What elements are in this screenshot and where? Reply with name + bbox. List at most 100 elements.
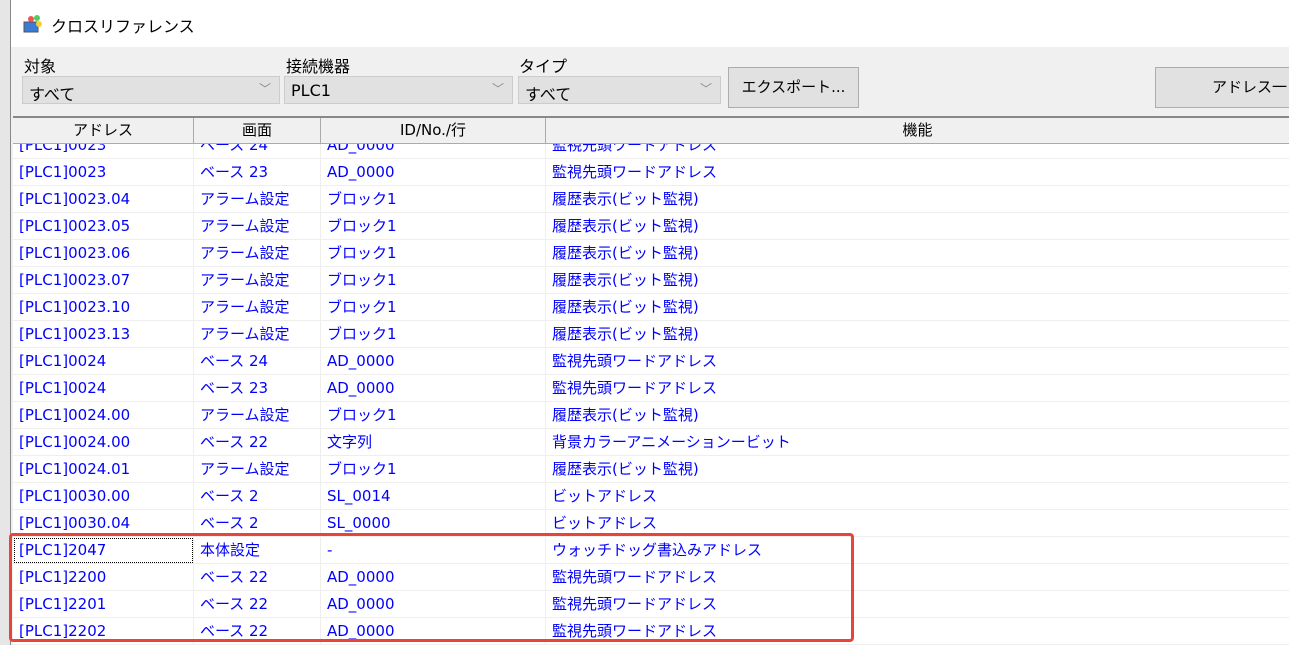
table-cell: [PLC1]0023.06 [13, 240, 194, 267]
table-cell: [PLC1]0023.05 [13, 213, 194, 240]
table-cell: [PLC1]0023 [13, 159, 194, 186]
device-select[interactable]: PLC1 ﹀ [284, 76, 513, 104]
table-cell: アラーム設定 [194, 294, 321, 321]
table-row[interactable]: [PLC1]2200 ベース 22 AD_0000 監視先頭ワードアドレス [13, 564, 1289, 591]
table-row[interactable]: [PLC1]0023.05 アラーム設定 ブロック1 履歴表示(ビット監視) [13, 213, 1289, 240]
table-row[interactable]: [PLC1]0024.00 ベース 22 文字列 背景カラーアニメーションービット [13, 429, 1289, 456]
export-button[interactable]: エクスポート... [728, 67, 859, 108]
table-cell: [PLC1]0023.13 [13, 321, 194, 348]
table-cell: 監視先頭ワードアドレス [546, 159, 1289, 186]
table-cell: 履歴表示(ビット監視) [546, 294, 1289, 321]
table-cell: AD_0000 [321, 618, 546, 645]
chevron-down-icon: ﹀ [699, 82, 712, 96]
table-cell: [PLC1]0023.07 [13, 267, 194, 294]
table-cell: 履歴表示(ビット監視) [546, 267, 1289, 294]
column-header[interactable]: 機能 [546, 118, 1289, 144]
type-select[interactable]: すべて ﹀ [518, 76, 721, 104]
column-header[interactable]: 画面 [194, 118, 321, 144]
table-cell: ベース 2 [194, 483, 321, 510]
table-cell: 本体設定 [194, 537, 321, 564]
table-cell: 背景カラーアニメーションービット [546, 429, 1289, 456]
table-cell: ベース 2 [194, 510, 321, 537]
table-row[interactable]: [PLC1]0030.00 ベース 2 SL_0014 ビットアドレス [13, 483, 1289, 510]
app-icon [23, 15, 42, 33]
address-sort-button[interactable]: アドレス一 [1155, 67, 1289, 108]
column-header[interactable]: アドレス [13, 118, 194, 144]
chevron-down-icon: ﹀ [258, 82, 271, 96]
table-cell: AD_0000 [321, 564, 546, 591]
table-cell: [PLC1]0023.10 [13, 294, 194, 321]
table-cell: [PLC1]0030.04 [13, 510, 194, 537]
window-title: クロスリファレンス [51, 17, 195, 36]
device-value: PLC1 [291, 81, 331, 100]
table-cell: - [321, 537, 546, 564]
table-row[interactable]: [PLC1]0024.00 アラーム設定 ブロック1 履歴表示(ビット監視) [13, 402, 1289, 429]
target-select[interactable]: すべて ﹀ [22, 76, 280, 104]
table-cell: SL_0000 [321, 510, 546, 537]
table-row[interactable]: [PLC1]0023.06 アラーム設定 ブロック1 履歴表示(ビット監視) [13, 240, 1289, 267]
table-cell: アラーム設定 [194, 267, 321, 294]
table-row[interactable]: [PLC1]2201 ベース 22 AD_0000 監視先頭ワードアドレス [13, 591, 1289, 618]
target-label: 対象 [24, 57, 57, 76]
cross-reference-window: クロスリファレンス 対象 接続機器 タイプ すべて ﹀ PLC1 ﹀ すべて ﹀ エク… [10, 0, 1289, 645]
table-cell: アラーム設定 [194, 240, 321, 267]
table-cell: AD_0000 [321, 348, 546, 375]
table-cell: ブロック1 [321, 456, 546, 483]
table-cell: ビットアドレス [546, 483, 1289, 510]
table-row[interactable]: [PLC1]0024 ベース 23 AD_0000 監視先頭ワードアドレス [13, 375, 1289, 402]
table-cell: [PLC1]2202 [13, 618, 194, 645]
table-cell: アラーム設定 [194, 456, 321, 483]
table-cell: ベース 23 [194, 375, 321, 402]
table-cell: [PLC1]2047 [13, 537, 194, 564]
column-header[interactable]: ID/No./行 [321, 118, 546, 144]
table-row[interactable]: [PLC1]0030.04 ベース 2 SL_0000 ビットアドレス [13, 510, 1289, 537]
table-cell: [PLC1]0023.04 [13, 186, 194, 213]
table-cell: [PLC1]2201 [13, 591, 194, 618]
table-row[interactable]: [PLC1]0023.13 アラーム設定 ブロック1 履歴表示(ビット監視) [13, 321, 1289, 348]
table-cell: 履歴表示(ビット監視) [546, 321, 1289, 348]
device-label: 接続機器 [286, 57, 351, 76]
table-cell: 履歴表示(ビット監視) [546, 240, 1289, 267]
table-cell: ブロック1 [321, 294, 546, 321]
table-cell: 履歴表示(ビット監視) [546, 402, 1289, 429]
table-row[interactable]: [PLC1]0023.04 アラーム設定 ブロック1 履歴表示(ビット監視) [13, 186, 1289, 213]
table-cell: ビットアドレス [546, 510, 1289, 537]
table-row[interactable]: [PLC1]0023.07 アラーム設定 ブロック1 履歴表示(ビット監視) [13, 267, 1289, 294]
table-cell: [PLC1]0024.01 [13, 456, 194, 483]
table-row[interactable]: [PLC1]0023 ベース 23 AD_0000 監視先頭ワードアドレス [13, 159, 1289, 186]
table-cell: 文字列 [321, 429, 546, 456]
chevron-down-icon: ﹀ [491, 82, 504, 96]
table-cell: アラーム設定 [194, 321, 321, 348]
table-header: アドレス 画面 ID/No./行 機能 [13, 118, 1289, 144]
table-cell: AD_0000 [321, 159, 546, 186]
table-cell: ブロック1 [321, 321, 546, 348]
table-cell: ベース 22 [194, 618, 321, 645]
table-cell: 監視先頭ワードアドレス [546, 564, 1289, 591]
table-row[interactable]: [PLC1]0024.01 アラーム設定 ブロック1 履歴表示(ビット監視) [13, 456, 1289, 483]
highlight-box [9, 533, 854, 642]
type-label: タイプ [519, 57, 568, 76]
table-row[interactable]: [PLC1]2202 ベース 22 AD_0000 監視先頭ワードアドレス [13, 618, 1289, 645]
table-cell: [PLC1]0024 [13, 348, 194, 375]
table-cell: ウォッチドッグ書込みアドレス [546, 537, 1289, 564]
table-cell: 監視先頭ワードアドレス [546, 618, 1289, 645]
table-cell: 監視先頭ワードアドレス [546, 348, 1289, 375]
table-cell: アラーム設定 [194, 213, 321, 240]
table-cell: [PLC1]0024.00 [13, 402, 194, 429]
table-cell: アラーム設定 [194, 186, 321, 213]
table-row[interactable]: [PLC1]0023.10 アラーム設定 ブロック1 履歴表示(ビット監視) [13, 294, 1289, 321]
table-row[interactable]: [PLC1]2047 本体設定 - ウォッチドッグ書込みアドレス [13, 537, 1289, 564]
table-cell: ベース 24 [194, 348, 321, 375]
table-cell: ブロック1 [321, 240, 546, 267]
title-bar: クロスリファレンス [11, 0, 1289, 47]
type-value: すべて [525, 85, 572, 104]
table-cell: ブロック1 [321, 402, 546, 429]
table-cell: [PLC1]0024.00 [13, 429, 194, 456]
table-cell: 履歴表示(ビット監視) [546, 456, 1289, 483]
cross-reference-table[interactable]: アドレス 画面 ID/No./行 機能 [PLC1]0023 ベース 24 AD_0000… [13, 116, 1289, 645]
table-cell: [PLC1]0030.00 [13, 483, 194, 510]
table-cell: ブロック1 [321, 213, 546, 240]
table-row[interactable]: [PLC1]0024 ベース 24 AD_0000 監視先頭ワードアドレス [13, 348, 1289, 375]
table-cell: 履歴表示(ビット監視) [546, 186, 1289, 213]
table-cell: アラーム設定 [194, 402, 321, 429]
